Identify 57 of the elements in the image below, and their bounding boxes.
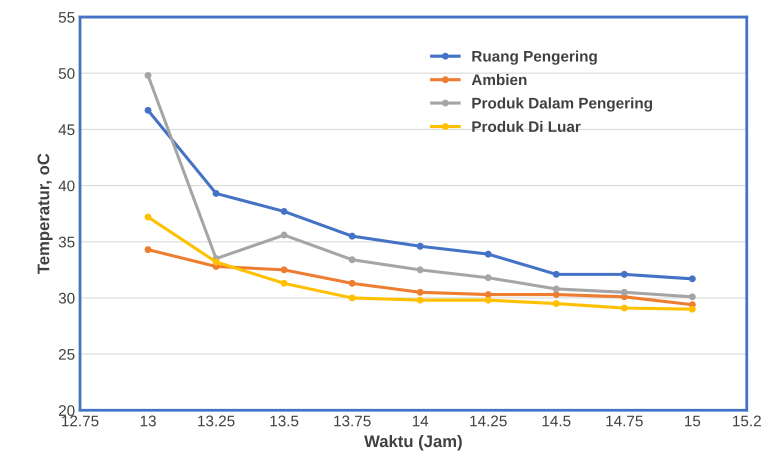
y-tick-label: 25 <box>58 348 75 360</box>
point <box>280 232 288 238</box>
point <box>688 293 696 300</box>
point <box>484 296 492 304</box>
point <box>144 106 152 114</box>
point <box>552 300 560 308</box>
point <box>552 285 560 292</box>
y-tick-label: 55 <box>58 12 75 23</box>
x-tick-label: 15 <box>685 416 700 426</box>
point <box>348 280 356 287</box>
y-tick-label: 30 <box>58 292 75 304</box>
point <box>144 72 152 79</box>
x-tick-label: 13.5 <box>270 416 298 426</box>
point <box>620 270 628 278</box>
y-tick-label: 50 <box>58 68 75 79</box>
y-tick-label: 35 <box>58 236 75 248</box>
point <box>484 250 492 258</box>
x-tick-label: 13 <box>140 416 156 426</box>
x-tick-label: 12.75 <box>62 416 98 426</box>
point <box>144 246 152 254</box>
x-tick-label: 15.2 <box>733 416 761 426</box>
point <box>416 288 424 296</box>
point <box>280 280 288 287</box>
legend-label: Ruang Pengering <box>472 50 597 65</box>
point <box>416 266 424 274</box>
point <box>552 270 560 278</box>
point <box>688 275 696 282</box>
legend-label: Ambien <box>472 74 526 86</box>
x-tick-label: 14.75 <box>606 416 643 426</box>
point <box>212 190 220 197</box>
point <box>552 291 560 298</box>
point <box>280 266 288 274</box>
point <box>348 232 356 240</box>
x-tick-label: 14.25 <box>470 416 507 426</box>
point <box>620 304 628 312</box>
point <box>144 214 152 221</box>
x-tick-label: 13.75 <box>334 416 371 426</box>
point <box>688 306 696 313</box>
x-tick-label: 14 <box>412 416 428 426</box>
point <box>416 296 424 304</box>
point <box>212 258 220 266</box>
point <box>348 294 356 302</box>
y-tick-label: 40 <box>58 180 75 192</box>
y-tick-label: 45 <box>58 124 75 136</box>
y-axis-title: Temperatur, oC <box>38 154 53 274</box>
point <box>416 242 424 250</box>
x-tick-label: 14.5 <box>542 416 570 426</box>
point <box>484 291 492 298</box>
legend-label: Produk Di Luar <box>472 120 581 132</box>
point <box>280 208 288 215</box>
legend-label: Produk Dalam Pengering <box>472 97 652 112</box>
point <box>484 274 492 282</box>
x-tick-label: 13.25 <box>198 416 235 426</box>
point <box>620 288 628 296</box>
y-tick-label: 20 <box>58 405 75 416</box>
point <box>348 256 356 264</box>
x-axis-title: Waktu (Jam) <box>364 434 462 450</box>
